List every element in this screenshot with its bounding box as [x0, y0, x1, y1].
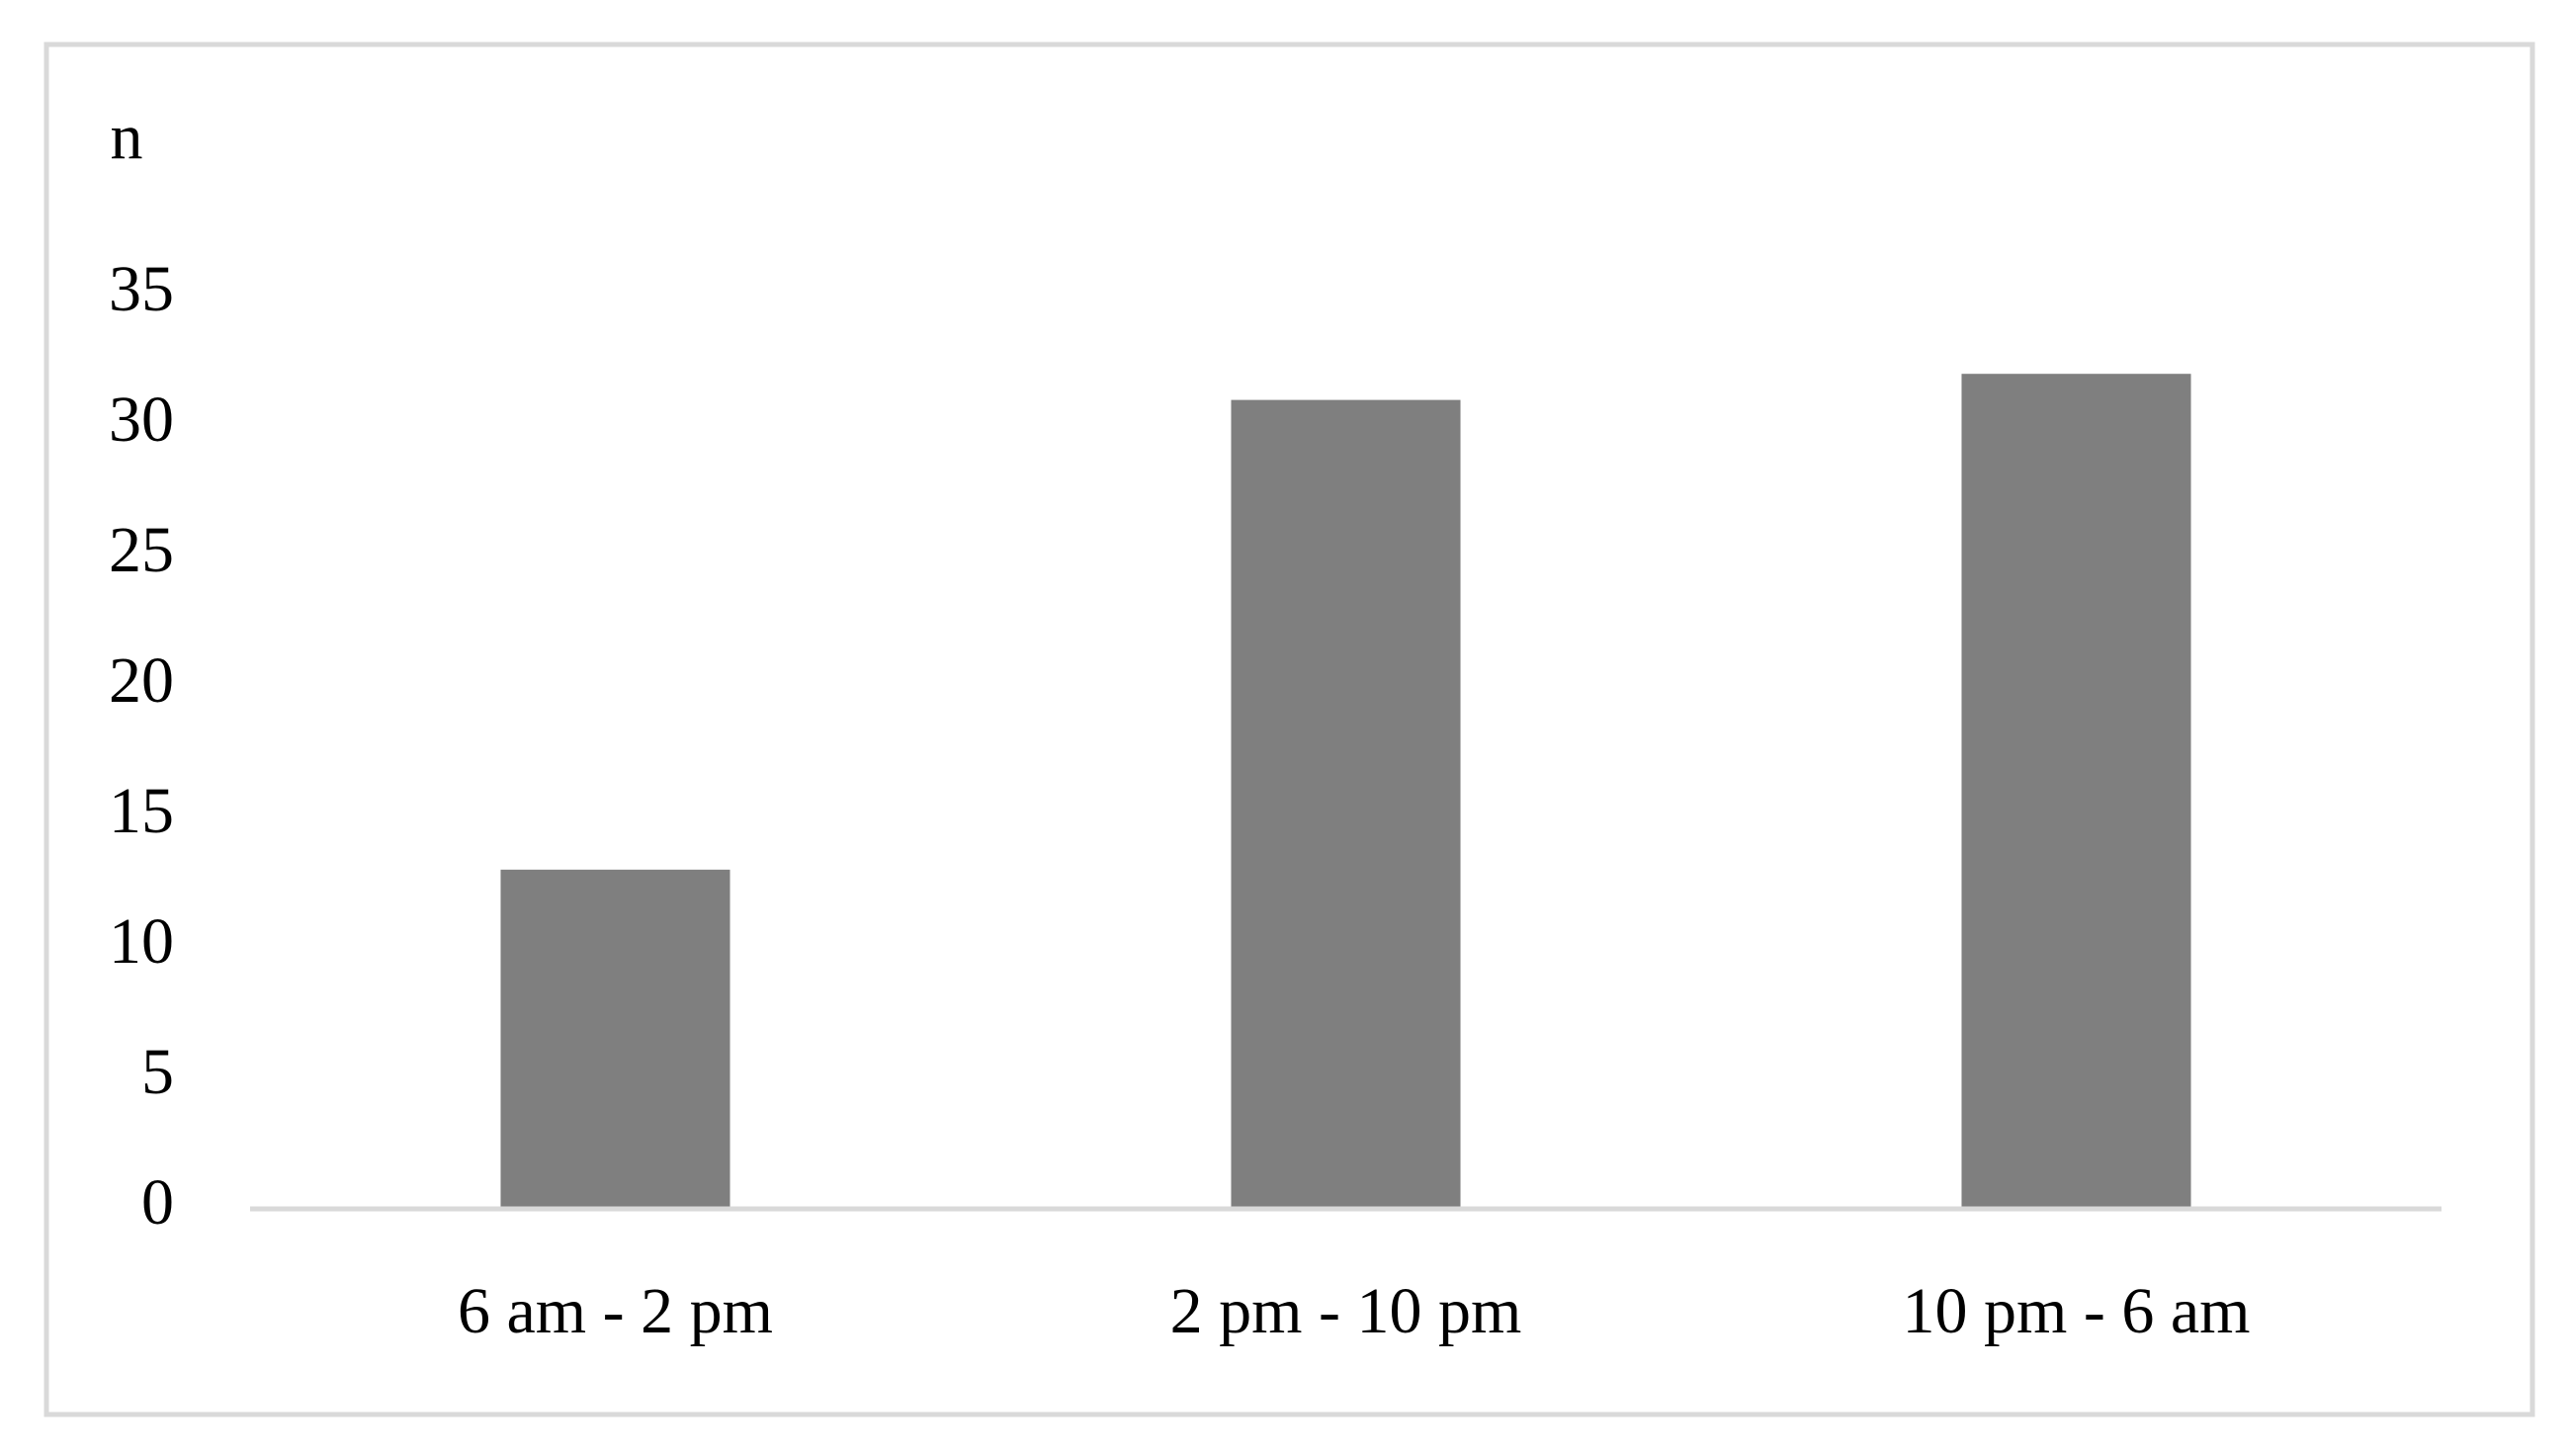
bar: [500, 869, 730, 1209]
y-tick-label: 30: [109, 384, 174, 456]
y-tick-label: 5: [141, 1036, 174, 1108]
x-tick-label: 2 pm - 10 pm: [1170, 1275, 1522, 1347]
x-tick-label: 6 am - 2 pm: [458, 1275, 773, 1347]
y-tick-label: 20: [109, 644, 174, 717]
y-tick-label: 0: [141, 1166, 174, 1239]
bar: [1231, 399, 1461, 1210]
y-tick-label: 10: [109, 905, 174, 978]
y-tick-label: 15: [109, 775, 174, 847]
y-axis-label: n: [111, 101, 143, 173]
x-tick-label: 10 pm - 6 am: [1903, 1275, 2251, 1347]
y-tick-label: 35: [109, 253, 174, 325]
y-tick-label: 25: [109, 514, 174, 586]
bar: [1961, 374, 2191, 1209]
